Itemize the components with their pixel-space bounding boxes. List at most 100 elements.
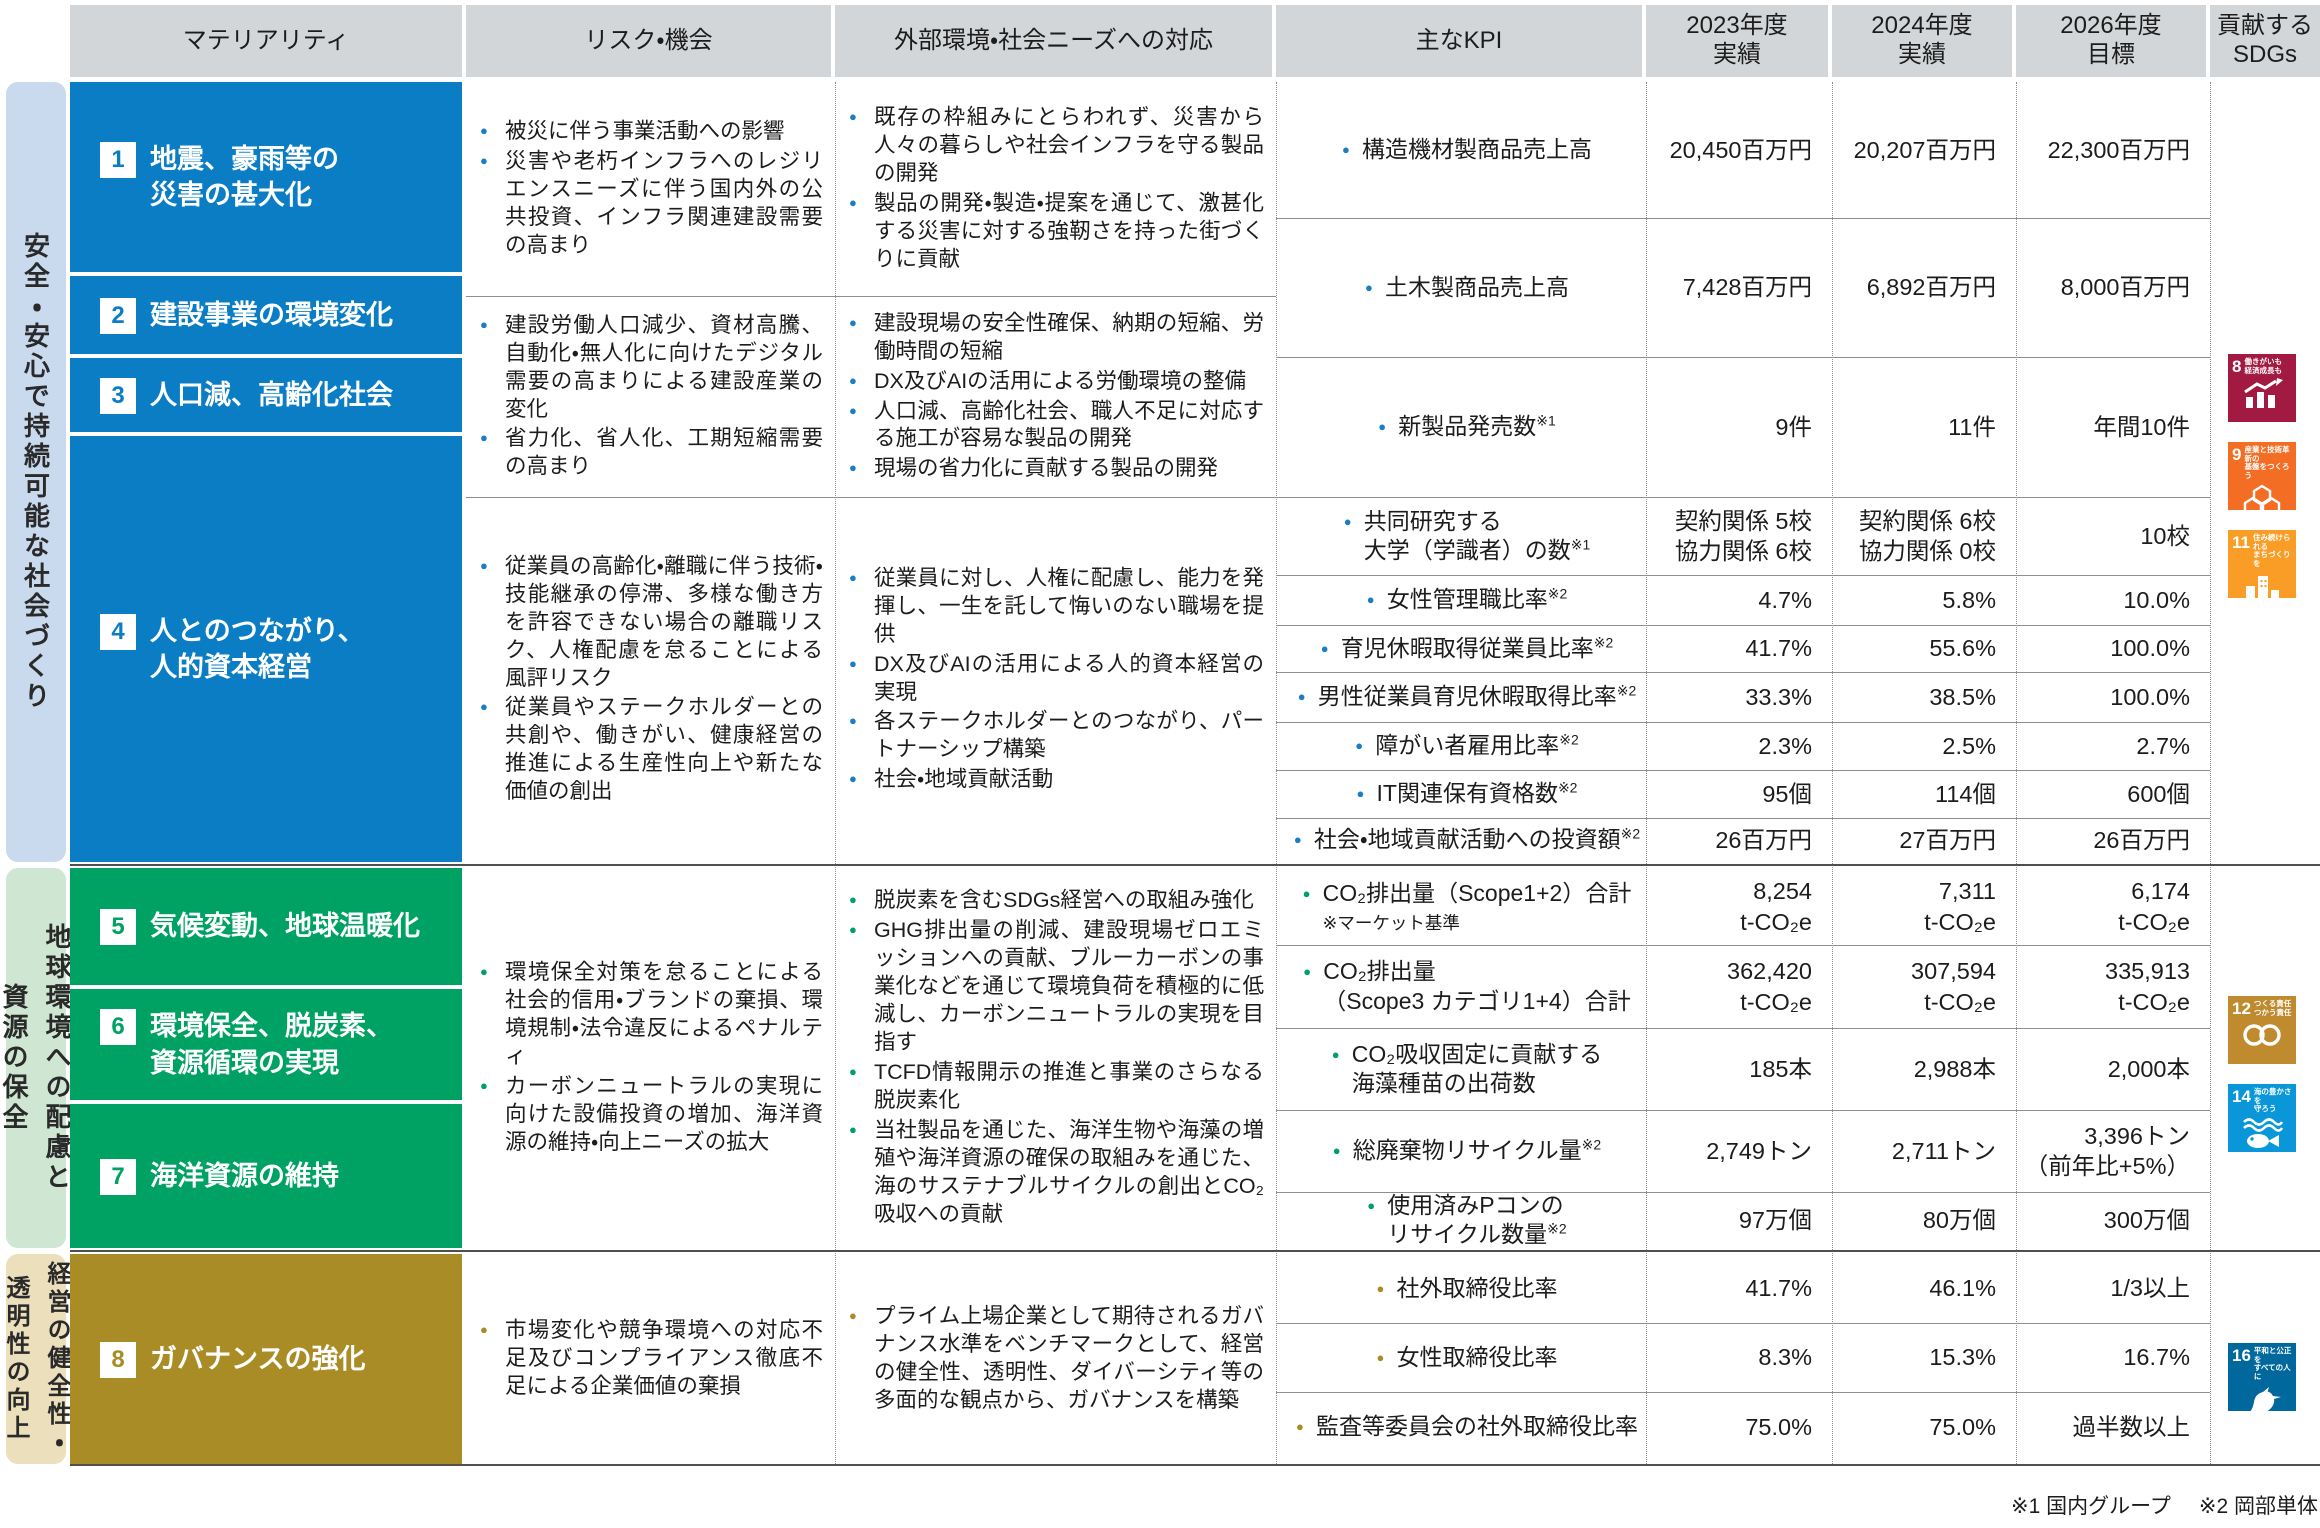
sdg-number: 16 [2232, 1346, 2251, 1365]
value-2024: 80万個 [1922, 1206, 1996, 1233]
value-2024: 27百万円 [1899, 826, 1996, 853]
column-header-external: 外部環境・社会ニーズへの対応 [835, 5, 1272, 77]
kpi-row: ● 総廃棄物リサイクル量※2 2,749トン 2,711トン 3,396トン （前… [1276, 1110, 2210, 1192]
divider [835, 82, 836, 1464]
section-label-governance: 経営の健全性・ 透明性の向上 [2, 1254, 70, 1464]
value-2026: 100.0% [2110, 683, 2190, 710]
bullet-icon: ● [1302, 886, 1311, 902]
kpi-row: ● 新製品発売数※1 9件 11件 年間10件 [1276, 357, 2210, 497]
section-divider [70, 1464, 2320, 1466]
external-cell-4: 従業員に対し、人権に配慮し、能力を発揮し、一生を託して悔いのない職場を提供 DX… [835, 497, 1276, 862]
divider [466, 296, 1276, 297]
kpi-label: 社会・地域貢献活動への投資額※2 [1313, 825, 1641, 853]
value-2024: 2,988本 [1913, 1055, 1996, 1082]
value-2023: 4.7% [1758, 586, 1812, 613]
bullet-item: 環境保全対策を怠ることによる社会的信用・ブランドの棄損、環境規制・法令違反による… [478, 959, 823, 1071]
bullet-item: 従業員に対し、人権に配慮し、能力を発揮し、一生を託して悔いのない職場を提供 [847, 565, 1264, 649]
value-2026: 1/3以上 [2110, 1275, 2190, 1302]
kpi-row: ● 社会・地域貢献活動への投資額※2 26百万円 27百万円 26百万円 [1276, 818, 2210, 862]
footnote-1: ※1 国内グループ [2011, 1495, 2171, 1518]
value-2026: 10.0% [2123, 586, 2190, 613]
section-divider [70, 864, 2320, 866]
value-2024: 11件 [1948, 413, 1996, 440]
risk-cell-4: 従業員の高齢化・離職に伴う技術・技能継承の停滞、多様な働き方を許容できない場合の… [466, 497, 835, 862]
value-2024: 7,311 t-CO₂e [1924, 878, 1996, 935]
materiality-number: 8 [100, 1341, 136, 1378]
section-label-environment-line2: 資源の保全 [0, 983, 29, 1133]
value-2026: 10校 [2140, 522, 2190, 549]
value-2026: 100.0% [2110, 635, 2190, 662]
bullet-item: GHG排出量の削減、建設現場ゼロエミッションへの貢献、ブルーカーボンの事業化など… [847, 917, 1264, 1057]
kpi-label: IT関連保有資格数※2 [1376, 779, 1578, 807]
value-2023: 362,420 t-CO₂e [1727, 958, 1812, 1015]
section-label-safety-text: 安全・安心で持続可能な社会づくり [20, 232, 51, 712]
bullet-icon: ● [1376, 1280, 1385, 1296]
bullet-icon: ● [1378, 419, 1387, 435]
kpi-row: ● CO₂排出量 （Scope3 カテゴリ1+4）合計 362,420 t-CO₂… [1276, 945, 2210, 1028]
sdg-title: 平和と公正を すべての人に [2253, 1346, 2292, 1381]
bullet-item: 災害や老朽インフラへのレジリエンスニーズに伴う国内外の公共投資、インフラ関連建設… [478, 148, 823, 260]
bullet-item: 脱炭素を含むSDGs経営への取組み強化 [847, 887, 1264, 915]
value-2023: 41.7% [1745, 635, 1812, 662]
value-2023: 2.3% [1758, 732, 1812, 759]
value-2023: 33.3% [1745, 683, 1812, 710]
value-2024: 55.6% [1929, 635, 1996, 662]
divider [466, 497, 2210, 498]
column-header-risk: リスク・機会 [466, 5, 831, 77]
value-2024: 75.0% [1929, 1413, 1996, 1440]
bullet-icon: ● [1332, 1143, 1341, 1159]
divider [1276, 770, 2210, 771]
bullet-item: TCFD情報開示の推進と事業のさらなる脱炭素化 [847, 1059, 1264, 1115]
divider [1276, 218, 2210, 219]
kpi-label: 男性従業員育児休暇取得比率※2 [1317, 682, 1637, 710]
bullet-item: 当社製品を通じた、海洋生物や海藻の増殖や海洋資源の確保の取組みを通じた、海のサス… [847, 1117, 1264, 1229]
value-2026: 2.7% [2136, 732, 2190, 759]
sdg-12-tile: 12 つくる責任 つかう責任 [2228, 996, 2296, 1064]
divider [1276, 818, 2210, 819]
bullet-icon: ● [1297, 689, 1306, 705]
value-2023: 185本 [1749, 1055, 1812, 1082]
value-2023: 95個 [1762, 780, 1812, 807]
bullet-icon: ● [1293, 832, 1302, 848]
kpi-row: ● 土木製商品売上高 7,428百万円 6,892百万円 8,000百万円 [1276, 218, 2210, 357]
kpi-label: 総廃棄物リサイクル量※2 [1352, 1136, 1602, 1164]
sdg-title: 海の豊かさを 守ろう [2253, 1087, 2292, 1114]
bullet-icon: ● [1365, 279, 1373, 295]
kpi-row: ● 使用済みPコンの リサイクル数量※2 97万個 80万個 300万個 [1276, 1192, 2210, 1248]
kpi-label: CO₂排出量（Scope1+2）合計 [1322, 880, 1632, 907]
bullet-item: 市場変化や競争環境への対応不足及びコンプライアンス徹底不足による企業価値の棄損 [478, 1317, 823, 1401]
bullet-icon: ● [1331, 1046, 1340, 1062]
value-2026: 22,300百万円 [2047, 136, 2190, 163]
divider [1276, 1392, 2210, 1393]
materiality-cell-5: 5 気候変動、地球温暖化 [70, 868, 462, 985]
materiality-number: 6 [100, 1009, 136, 1046]
materiality-label: 地震、豪雨等の 災害の甚大化 [150, 143, 339, 210]
materiality-label: 気候変動、地球温暖化 [150, 911, 420, 941]
value-2026: 2,000本 [2107, 1055, 2190, 1082]
kpi-label: CO₂排出量 （Scope3 カテゴリ1+4）合計 [1323, 958, 1631, 1014]
bullet-icon: ● [1376, 1349, 1385, 1365]
materiality-cell-6: 6 環境保全、脱炭素、 資源循環の実現 [70, 989, 462, 1100]
column-header-sdgs: 貢献する SDGs [2210, 5, 2320, 77]
value-2023: 75.0% [1745, 1413, 1812, 1440]
section-divider [70, 1250, 2320, 1252]
value-2024: 307,594 t-CO₂e [1911, 958, 1996, 1015]
value-2023: 20,450百万円 [1669, 136, 1812, 163]
infinity-loop-icon [2243, 1024, 2281, 1046]
sdg-number: 11 [2232, 533, 2250, 552]
bullet-icon: ● [1367, 1197, 1376, 1213]
materiality-cell-1: 1 地震、豪雨等の 災害の甚大化 [70, 82, 462, 272]
kpi-note: ※マーケット基準 [1322, 912, 1460, 933]
value-2023: 41.7% [1745, 1275, 1812, 1302]
kpi-row: ● 男性従業員育児休暇取得比率※2 33.3% 38.5% 100.0% [1276, 672, 2210, 722]
cubes-icon [2243, 484, 2281, 518]
divider [1276, 672, 2210, 673]
growth-chart-icon [2244, 378, 2283, 409]
materiality-label: 建設事業の環境変化 [150, 299, 393, 330]
sdg-title: 住み続けられる まちづくりを [2252, 533, 2291, 568]
divider [1832, 82, 1833, 1464]
materiality-cell-8: 8 ガバナンスの強化 [70, 1254, 462, 1464]
materiality-number: 1 [100, 141, 136, 178]
value-2023: 7,428百万円 [1682, 274, 1812, 301]
sdg-11-tile: 11 住み続けられる まちづくりを [2228, 530, 2296, 604]
